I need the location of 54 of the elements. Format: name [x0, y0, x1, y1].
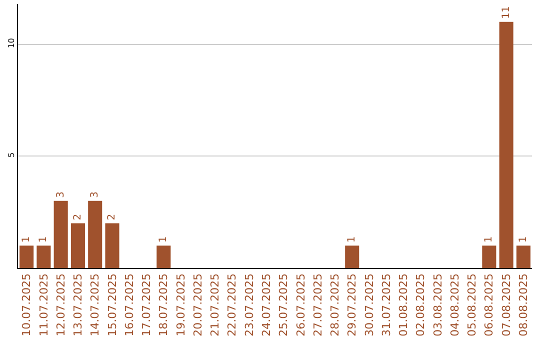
bar — [516, 246, 530, 268]
bar — [156, 246, 171, 268]
x-tick-label: 23.07.2025 — [242, 273, 256, 336]
x-tick-label: 10.07.2025 — [20, 273, 34, 336]
x-tick-label: 27.07.2025 — [311, 273, 324, 336]
x-tick-label: 21.07.2025 — [208, 273, 222, 336]
x-tick-label: 30.07.2025 — [362, 273, 376, 336]
data-label: 11 — [500, 6, 512, 19]
data-label: 1 — [484, 236, 495, 243]
x-tick-label: 18.07.2025 — [157, 273, 170, 336]
x-tick-label: 29.07.2025 — [346, 273, 359, 336]
x-tick-label: 05.08.2025 — [466, 273, 479, 336]
x-tick-label: 26.07.2025 — [294, 273, 308, 336]
x-tick-label: 22.07.2025 — [226, 273, 239, 336]
x-tick-label: 20.07.2025 — [191, 273, 204, 336]
data-label: 3 — [90, 192, 101, 198]
data-label: 1 — [38, 236, 50, 243]
x-tick-label: 14.07.2025 — [88, 273, 102, 336]
x-tick-label: 28.07.2025 — [328, 273, 342, 336]
x-tick-label: 07.08.2025 — [500, 273, 513, 336]
x-tick-label: 17.07.2025 — [140, 273, 154, 336]
x-tick-label: 16.07.2025 — [122, 273, 136, 336]
data-label: 2 — [72, 214, 84, 220]
x-tick-label: 01.08.2025 — [397, 273, 410, 336]
y-tick-label: 5 — [6, 152, 16, 158]
bar — [36, 246, 51, 268]
bar — [345, 246, 360, 268]
x-tick-label: 15.07.2025 — [106, 273, 119, 336]
data-label: 1 — [518, 236, 529, 243]
bar — [70, 223, 85, 268]
x-tick-label: 02.08.2025 — [414, 273, 428, 336]
x-tick-label: 06.08.2025 — [482, 273, 496, 336]
bar — [499, 22, 514, 268]
x-tick-label: 12.07.2025 — [54, 273, 68, 336]
data-label: 1 — [158, 236, 170, 243]
x-tick-label: 25.07.2025 — [277, 273, 290, 336]
bar — [88, 200, 102, 268]
y-tick-label: 10 — [6, 38, 16, 48]
data-label: 3 — [55, 192, 66, 198]
x-tick-label: 24.07.2025 — [260, 273, 274, 336]
bar — [105, 223, 120, 268]
bar — [54, 200, 68, 268]
x-tick-label: 13.07.2025 — [72, 273, 85, 336]
data-label: 1 — [21, 236, 32, 243]
data-label: 1 — [346, 236, 358, 243]
bar — [482, 246, 496, 268]
x-tick-label: 11.07.2025 — [37, 273, 50, 336]
x-tick-label: 08.08.2025 — [517, 273, 530, 336]
x-tick-label: 19.07.2025 — [174, 273, 188, 336]
x-tick-label: 31.07.2025 — [380, 273, 393, 336]
bar — [20, 246, 34, 268]
x-tick-label: 03.08.2025 — [431, 273, 444, 336]
data-label: 2 — [106, 214, 118, 220]
x-tick-label: 04.08.2025 — [448, 273, 462, 336]
